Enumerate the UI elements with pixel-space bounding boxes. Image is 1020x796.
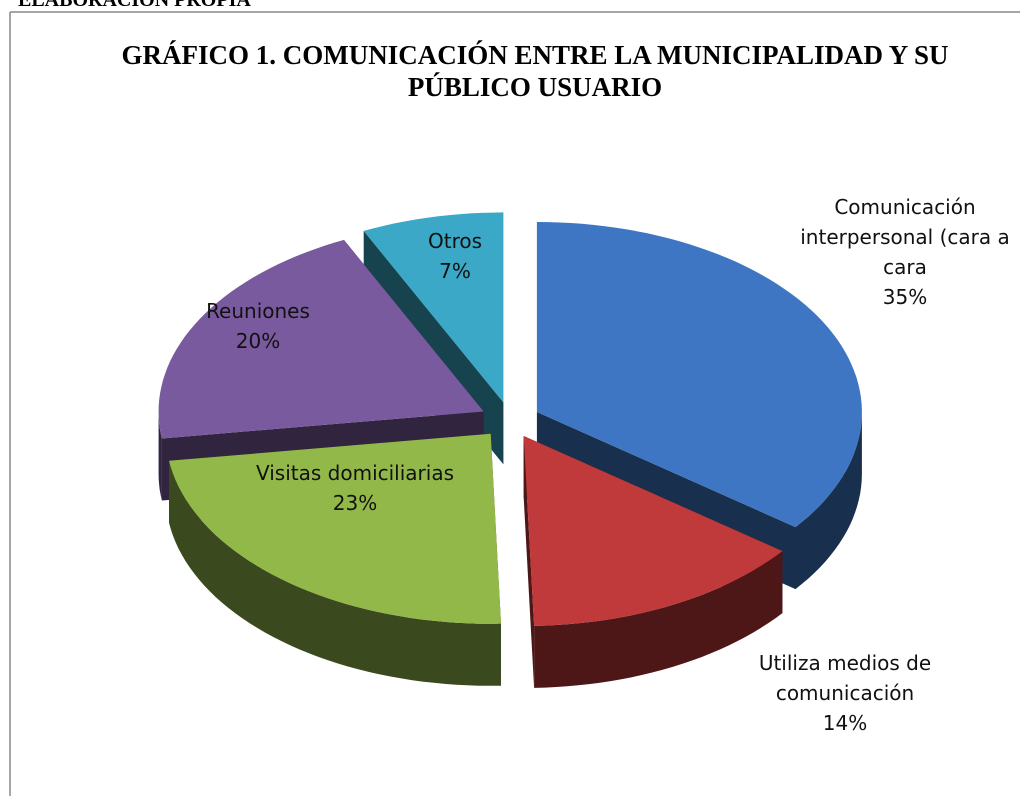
slice-label: Otros 7% <box>405 226 505 286</box>
slice-name: Visitas domiciliarias <box>256 461 454 485</box>
slice-name: Otros <box>427 229 483 253</box>
slice-label: Visitas domiciliarias 23% <box>255 458 455 518</box>
slice-side <box>158 411 162 501</box>
slice <box>536 222 862 528</box>
slice-face <box>523 436 535 688</box>
slice-value: 35% <box>882 285 928 309</box>
slice-label: Reuniones 20% <box>178 296 338 356</box>
slice-value: 23% <box>332 491 378 515</box>
slice <box>158 239 484 439</box>
slice <box>523 436 783 626</box>
slice-label: Utiliza medios de comunicación 14% <box>725 648 965 738</box>
slice <box>363 212 504 403</box>
source-note: ELABORACIÓN PROPIA <box>18 0 251 11</box>
slice-name: Comunicación interpersonal (cara a cara <box>800 195 1010 279</box>
slice-side <box>534 551 783 688</box>
slice-side <box>169 460 501 686</box>
slice-label: Comunicación interpersonal (cara a cara 3… <box>795 192 1015 312</box>
slice-name: Reuniones <box>206 299 310 323</box>
slice <box>169 433 501 624</box>
chart-title: GRÁFICO 1. COMUNICACIÓN ENTRE LA MUNICIP… <box>121 40 949 102</box>
slice-value: 14% <box>822 711 868 735</box>
slice-side <box>795 412 862 590</box>
slice-value: 20% <box>235 329 281 353</box>
slice-name: Utiliza medios de comunicación <box>758 651 932 705</box>
slice-value: 7% <box>439 259 471 283</box>
